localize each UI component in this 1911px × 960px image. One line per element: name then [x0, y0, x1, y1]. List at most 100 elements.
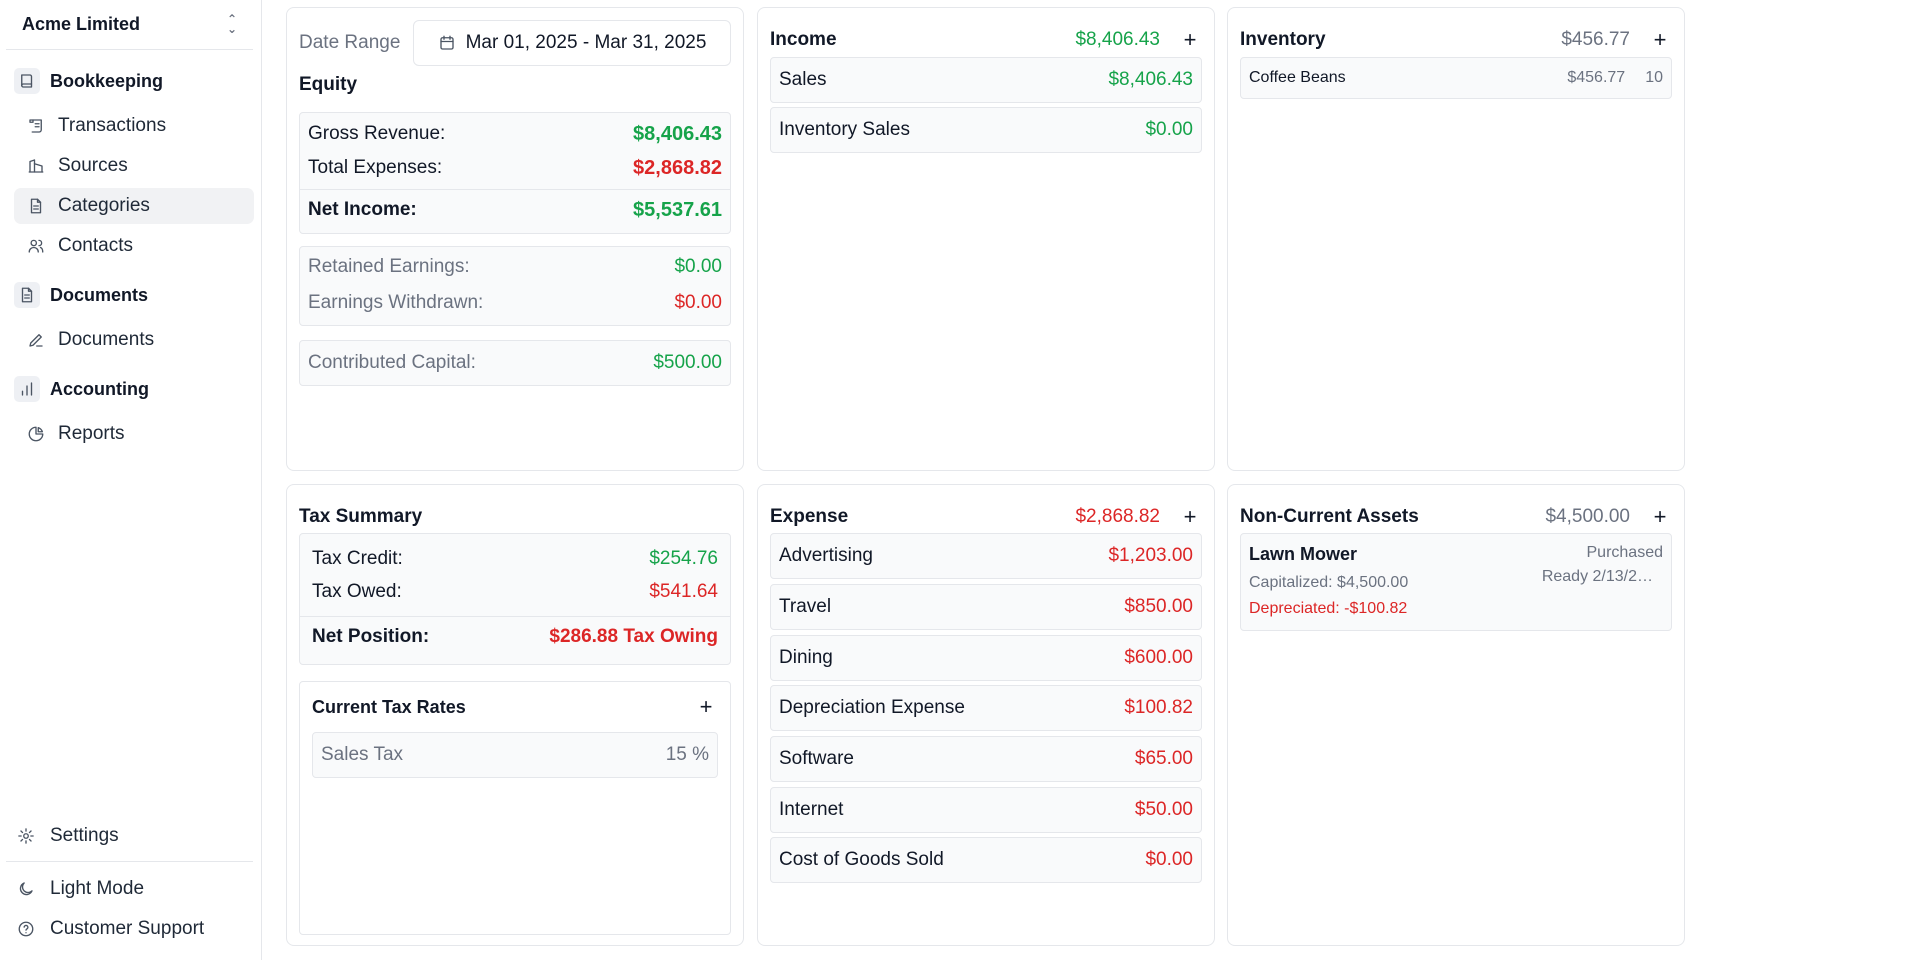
sidebar-item-label: Categories	[58, 195, 150, 216]
expense-panel: Expense $2,868.82 + Advertising $1,203.0…	[757, 484, 1215, 946]
retained-earnings-row: Retained Earnings: $0.00	[308, 252, 722, 282]
light-mode-toggle[interactable]: Light Mode	[14, 871, 254, 907]
sidebar: Acme Limited ⌃ ⌄ Bookkeeping Transactions…	[0, 0, 262, 960]
add-inventory-button[interactable]: +	[1653, 27, 1667, 52]
expense-row-value: $1,203.00	[1108, 545, 1193, 566]
add-asset-button[interactable]: +	[1653, 504, 1667, 529]
expense-row-value: $65.00	[1134, 748, 1193, 769]
help-circle-icon	[16, 919, 36, 939]
tax-summary-panel: Tax Summary Tax Credit: $254.76 Tax Owed…	[286, 484, 744, 946]
retained-earnings-label: Retained Earnings:	[308, 256, 470, 277]
asset-capitalized: Capitalized: $4,500.00	[1249, 574, 1409, 591]
contributed-capital-value: $500.00	[653, 352, 722, 373]
expense-row-label: Internet	[779, 799, 844, 820]
net-position-label: Net Position:	[312, 626, 430, 647]
net-income-row: Net Income: $5,537.61	[308, 195, 722, 225]
nav-group-label: Bookkeeping	[50, 70, 164, 91]
tax-rates-box: Current Tax Rates + Sales Tax 15 %	[299, 681, 731, 935]
book-icon	[14, 68, 40, 94]
expense-row-label: Travel	[779, 596, 832, 617]
tax-title: Tax Summary	[299, 506, 423, 527]
earnings-withdrawn-value: $0.00	[674, 292, 722, 313]
customer-support-link[interactable]: Customer Support	[14, 911, 254, 947]
nav-group-label: Documents	[50, 284, 149, 305]
net-position-value: $286.88 Tax Owing	[549, 626, 718, 647]
add-tax-rate-button[interactable]: +	[699, 694, 713, 719]
expense-row-value: $100.82	[1124, 697, 1193, 718]
expense-row-label: Cost of Goods Sold	[779, 849, 944, 870]
expense-row[interactable]: Cost of Goods Sold $0.00	[770, 837, 1202, 883]
sidebar-item-transactions[interactable]: Transactions	[14, 108, 254, 144]
sidebar-item-reports[interactable]: Reports	[14, 416, 254, 452]
sidebar-item-contacts[interactable]: Contacts	[14, 228, 254, 264]
tax-header: Tax Summary	[299, 499, 731, 535]
gross-revenue-label: Gross Revenue:	[308, 123, 446, 144]
income-title: Income	[770, 29, 837, 50]
org-name: Acme Limited	[22, 13, 141, 34]
retained-earnings-value: $0.00	[674, 256, 722, 277]
settings-button[interactable]: Settings	[14, 818, 254, 854]
income-row-value: $0.00	[1145, 119, 1193, 140]
building-icon	[26, 156, 46, 176]
expense-row[interactable]: Dining $600.00	[770, 635, 1202, 681]
earnings-withdrawn-row: Earnings Withdrawn: $0.00	[308, 288, 722, 318]
asset-card[interactable]: Lawn Mower Purchased Capitalized: $4,500…	[1240, 533, 1672, 631]
org-switcher[interactable]: Acme Limited ⌃ ⌄	[6, 6, 253, 42]
sidebar-item-categories[interactable]: Categories	[14, 188, 254, 224]
pie-chart-icon	[26, 424, 46, 444]
income-row-sales[interactable]: Sales $8,406.43	[770, 57, 1202, 103]
net-income-value: $5,537.61	[633, 198, 722, 221]
add-expense-button[interactable]: +	[1183, 504, 1197, 529]
nav-group-documents: Documents	[14, 278, 254, 312]
expense-row[interactable]: Depreciation Expense $100.82	[770, 685, 1202, 731]
date-range-label: Date Range	[299, 32, 401, 53]
total-expenses-label: Total Expenses:	[308, 157, 443, 178]
net-position-row: Net Position: $286.88 Tax Owing	[312, 622, 718, 652]
nav-group-label: Accounting	[50, 378, 149, 399]
sidebar-item-documents[interactable]: Documents	[14, 322, 254, 358]
sidebar-item-label: Contacts	[58, 235, 133, 256]
nav-group-accounting: Accounting	[14, 372, 254, 406]
users-icon	[26, 236, 46, 256]
asset-ready-date: Ready 2/13/2…	[1541, 568, 1653, 585]
asset-status: Purchased	[1586, 544, 1664, 561]
date-range-picker[interactable]: Mar 01, 2025 - Mar 31, 2025	[413, 20, 731, 66]
nav-group-bookkeeping: Bookkeeping	[14, 64, 254, 98]
date-range-value: Mar 01, 2025 - Mar 31, 2025	[465, 32, 707, 53]
expense-row[interactable]: Travel $850.00	[770, 584, 1202, 630]
inventory-item-name: Coffee Beans	[1249, 69, 1346, 86]
expense-row[interactable]: Software $65.00	[770, 736, 1202, 782]
tax-rate-row[interactable]: Sales Tax 15 %	[312, 732, 718, 778]
expense-row[interactable]: Internet $50.00	[770, 787, 1202, 833]
sidebar-item-sources[interactable]: Sources	[14, 148, 254, 184]
income-row-inventory-sales[interactable]: Inventory Sales $0.00	[770, 107, 1202, 153]
tax-credit-label: Tax Credit:	[312, 548, 403, 569]
tax-rates-header: Current Tax Rates +	[312, 692, 718, 722]
expense-row-value: $0.00	[1145, 849, 1193, 870]
expense-row-value: $50.00	[1134, 799, 1193, 820]
tax-owed-value: $541.64	[649, 581, 718, 602]
scroll-icon	[26, 116, 46, 136]
assets-title: Non-Current Assets	[1240, 506, 1419, 527]
inventory-item[interactable]: Coffee Beans $456.77 10	[1240, 57, 1672, 99]
income-summary-box: Gross Revenue: $8,406.43 Total Expenses:…	[299, 112, 731, 234]
tax-summary-box: Tax Credit: $254.76 Tax Owed: $541.64 Ne…	[299, 533, 731, 665]
net-income-label: Net Income:	[308, 199, 417, 220]
pencil-icon	[26, 330, 46, 350]
customer-support-label: Customer Support	[50, 918, 205, 939]
expense-row[interactable]: Advertising $1,203.00	[770, 533, 1202, 579]
tax-rates-title: Current Tax Rates	[312, 696, 466, 717]
bar-chart-icon	[14, 376, 40, 402]
tax-credit-row: Tax Credit: $254.76	[312, 544, 718, 574]
expense-row-label: Dining	[779, 647, 833, 668]
assets-header: Non-Current Assets $4,500.00 +	[1240, 499, 1672, 535]
income-row-label: Sales	[779, 69, 827, 90]
income-row-label: Inventory Sales	[779, 119, 910, 140]
moon-icon	[16, 879, 36, 899]
divider	[6, 49, 253, 50]
sidebar-item-label: Documents	[58, 329, 155, 350]
add-income-button[interactable]: +	[1183, 27, 1197, 52]
income-panel: Income $8,406.43 + Sales $8,406.43 Inven…	[757, 7, 1215, 471]
equity-title: Equity	[299, 74, 358, 95]
expense-row-value: $850.00	[1124, 596, 1193, 617]
